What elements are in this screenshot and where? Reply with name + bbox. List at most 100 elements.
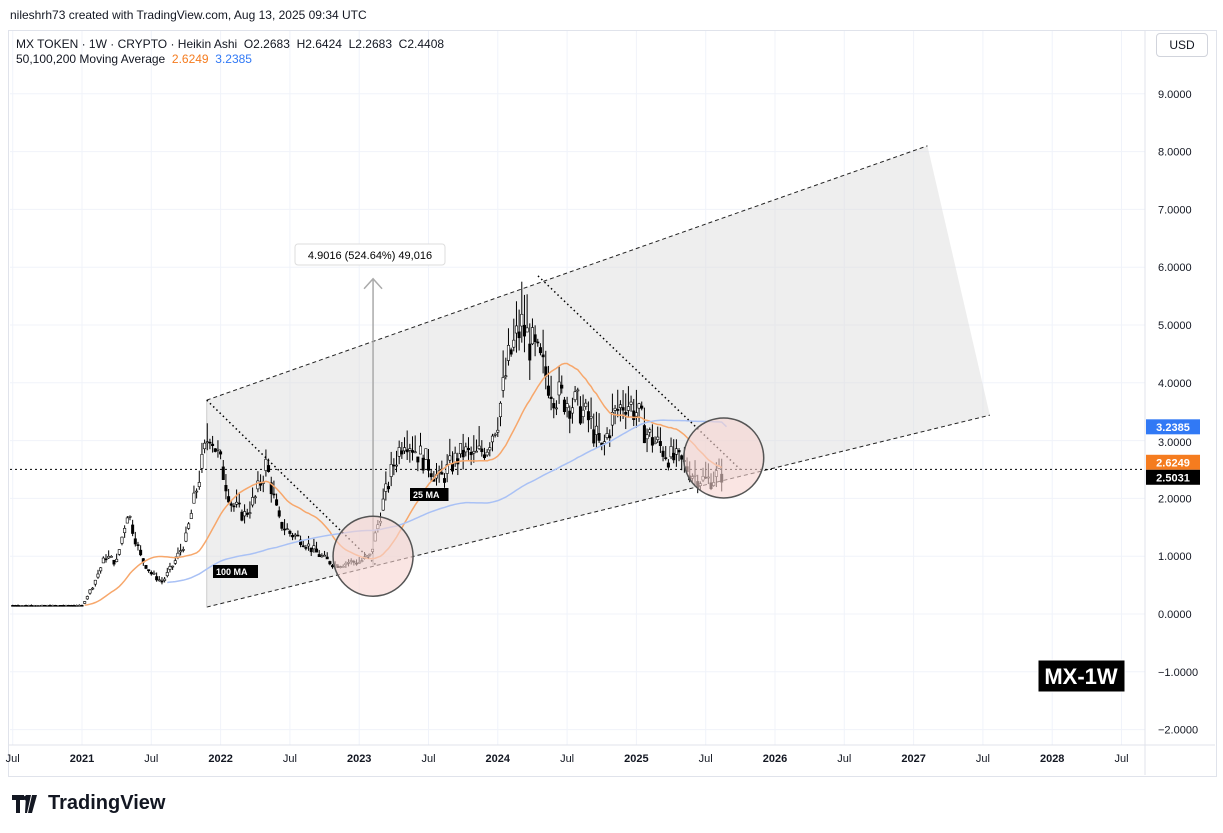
candle-body <box>67 604 71 607</box>
candle <box>251 487 255 508</box>
candle-body <box>227 496 231 503</box>
candle-body <box>405 449 409 453</box>
highlight-circle <box>682 417 765 499</box>
candle-body <box>387 486 391 490</box>
chart-credit: nileshrh73 created with TradingView.com,… <box>10 8 367 22</box>
high-value: H2.6424 <box>296 37 342 51</box>
x-tick-label: 2027 <box>901 753 925 765</box>
candle-body <box>131 524 135 534</box>
candle-body <box>192 492 196 504</box>
candle <box>466 437 470 461</box>
candle-body <box>522 324 526 337</box>
currency-button[interactable]: USD <box>1156 33 1208 57</box>
candle <box>565 396 569 418</box>
candle-body <box>128 516 132 518</box>
candle-body <box>72 605 76 607</box>
candle-body <box>461 449 465 458</box>
candle-body <box>163 578 167 581</box>
candle-body <box>117 549 121 555</box>
y-tick-label: 6.0000 <box>1158 262 1192 274</box>
candle <box>99 567 103 574</box>
candle-body <box>280 522 284 529</box>
candle <box>546 365 550 399</box>
candle <box>672 439 676 464</box>
candle-body <box>184 532 188 542</box>
ma-100-line <box>167 419 728 584</box>
candle-body <box>496 429 500 433</box>
candle-body <box>240 511 244 521</box>
y-tick-label: 2.0000 <box>1158 493 1192 505</box>
x-tick-label: 2023 <box>347 753 371 765</box>
candle-body <box>312 545 316 550</box>
candle <box>520 281 524 343</box>
candle <box>88 589 92 595</box>
candle <box>112 559 116 567</box>
low-value: L2.2683 <box>348 37 392 51</box>
candle-body <box>453 452 457 463</box>
candle-body <box>144 565 148 569</box>
candle-body <box>546 385 550 396</box>
candle <box>189 509 193 519</box>
ma-legend[interactable]: 50,100,200 Moving Average 2.6249 3.2385 <box>16 52 252 66</box>
y-tick-label: 9.0000 <box>1158 89 1192 101</box>
candle <box>229 500 233 512</box>
candle-body <box>64 604 68 607</box>
candle-body <box>573 391 577 401</box>
candle <box>389 451 393 487</box>
x-tick-label: Jul <box>421 753 435 765</box>
candle-body <box>509 349 513 355</box>
candle-body <box>323 554 327 557</box>
candle-body <box>528 343 532 361</box>
candle-body <box>181 549 185 551</box>
candle-body <box>381 498 385 511</box>
candle-body <box>517 331 521 339</box>
price-tag-label: 3.2385 <box>1156 422 1190 434</box>
candle-body <box>554 407 558 410</box>
candle <box>275 493 279 506</box>
candle-body <box>589 416 593 419</box>
candle <box>584 398 588 410</box>
candle <box>101 556 105 564</box>
candle-body <box>56 605 60 607</box>
candle-body <box>429 473 433 478</box>
candle <box>608 429 612 447</box>
candle <box>653 436 657 445</box>
candle-body <box>109 556 113 558</box>
candle <box>480 440 484 457</box>
candle-body <box>419 445 423 455</box>
candle <box>195 488 199 499</box>
candle-body <box>472 451 476 454</box>
candle-body <box>107 556 111 559</box>
candle <box>253 494 257 504</box>
candle <box>56 605 60 607</box>
candle <box>59 605 63 607</box>
candle-body <box>666 462 670 468</box>
candle-body <box>120 536 124 544</box>
candle <box>163 576 167 583</box>
candle-body <box>152 572 156 575</box>
candle <box>45 604 49 607</box>
candle-body <box>296 534 300 537</box>
candle <box>328 560 332 566</box>
candle-body <box>328 561 332 565</box>
annotation-box <box>410 488 449 501</box>
candle-body <box>51 604 55 607</box>
candle-body <box>411 450 415 453</box>
candle-body <box>101 557 105 564</box>
candle-body <box>208 441 212 444</box>
candle <box>504 357 508 380</box>
x-tick-label: Jul <box>283 753 297 765</box>
brand-name: TradingView <box>48 792 166 814</box>
candle-body <box>37 605 41 607</box>
candle <box>648 427 652 437</box>
y-tick-label: −1.0000 <box>1158 667 1198 679</box>
candle-body <box>634 412 638 417</box>
candle-body <box>283 528 287 531</box>
candle-body <box>195 490 199 493</box>
candle <box>232 502 236 512</box>
x-tick-label: 2021 <box>70 753 94 765</box>
candle-body <box>77 604 81 607</box>
candle <box>184 526 188 543</box>
ma-label: 50,100,200 Moving Average <box>16 52 166 66</box>
